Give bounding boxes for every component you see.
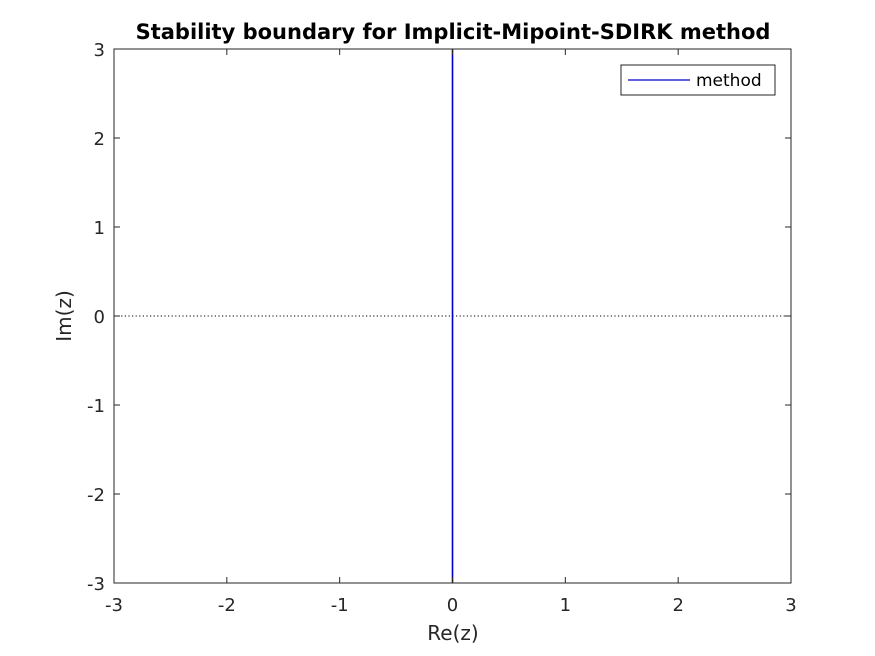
y-tick-label: 0 [94,307,105,328]
legend: method [620,64,776,96]
tick-layer: -3 -2 -1 0 1 2 3 -3 -2 -1 0 1 2 3 [87,40,797,616]
x-tick-label: 0 [447,595,458,616]
y-tick-label: -3 [87,574,105,595]
chart-title: Stability boundary for Implicit-Mipoint-… [136,20,771,44]
x-tick-label: -1 [331,595,349,616]
y-axis-label: Im(z) [52,290,76,341]
x-tick-label: 2 [672,595,683,616]
y-tick-label: -1 [87,396,105,417]
x-tick-label: -2 [218,595,236,616]
y-tick-label: -2 [87,485,105,506]
x-tick-label: 3 [785,595,796,616]
x-axis-label: Re(z) [427,621,478,645]
x-tick-label: 1 [560,595,571,616]
y-tick-label: 2 [94,129,105,150]
legend-label-method: method [696,71,762,91]
y-tick-label: 3 [94,40,105,61]
x-tick-label: -3 [105,595,123,616]
y-tick-label: 1 [94,218,105,239]
